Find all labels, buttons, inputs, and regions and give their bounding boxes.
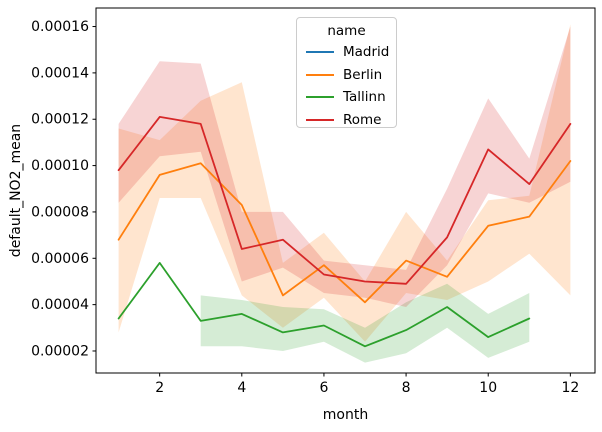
legend-item-madrid: Madrid <box>297 41 396 64</box>
line-rome <box>117 116 572 285</box>
y-tick-label: 0.00008 <box>31 204 89 220</box>
y-tick-label: 0.00004 <box>31 297 89 313</box>
ci-band-tallinn <box>200 283 530 363</box>
legend-item-tallinn: Tallinn <box>297 86 396 109</box>
legend-line-swatch-madrid <box>306 51 334 54</box>
legend-label: Tallinn <box>343 89 386 106</box>
legend-item-rome: Rome <box>297 109 396 132</box>
y-axis-group: 0.00002 0.00004 0.00006 0.00008 0.00010 0.000… <box>31 19 96 359</box>
legend-rows: Madrid Berlin Tallinn Rome <box>297 41 396 131</box>
x-axis-title: month <box>323 407 368 423</box>
x-tick-label: 10 <box>479 380 497 396</box>
x-tick-label: 6 <box>319 380 328 396</box>
legend-line-swatch-berlin <box>306 73 334 76</box>
data-lines-group <box>117 116 572 348</box>
x-tick-label: 4 <box>237 380 246 396</box>
y-tick-label: 0.00014 <box>31 65 89 81</box>
legend: name Madrid Berlin Tallinn Rome <box>296 17 397 128</box>
legend-label: Madrid <box>343 44 390 61</box>
ci-band-rome <box>118 26 571 307</box>
y-tick-label: 0.00006 <box>31 251 89 267</box>
y-tick-label: 0.00016 <box>31 19 89 35</box>
x-axis-group: 2 4 6 8 10 12 <box>155 373 579 396</box>
legend-label: Berlin <box>343 66 383 83</box>
legend-item-berlin: Berlin <box>297 64 396 87</box>
ci-band-berlin <box>118 24 571 342</box>
line-berlin <box>117 160 572 304</box>
y-axis-title: default_NO2_mean <box>8 124 24 257</box>
legend-line-swatch-tallinn <box>306 96 334 99</box>
legend-line-swatch-rome <box>306 118 334 121</box>
legend-label: Rome <box>343 111 382 128</box>
ci-bands-group <box>118 24 571 363</box>
legend-title: name <box>327 23 366 39</box>
y-tick-label: 0.00010 <box>31 158 89 174</box>
axes-spines <box>95 7 596 374</box>
x-tick-label: 12 <box>561 380 579 396</box>
x-tick-label: 8 <box>402 380 411 396</box>
y-tick-label: 0.00012 <box>31 112 89 128</box>
line-tallinn <box>117 261 531 348</box>
y-tick-label: 0.00002 <box>31 343 89 359</box>
x-tick-label: 2 <box>155 380 164 396</box>
